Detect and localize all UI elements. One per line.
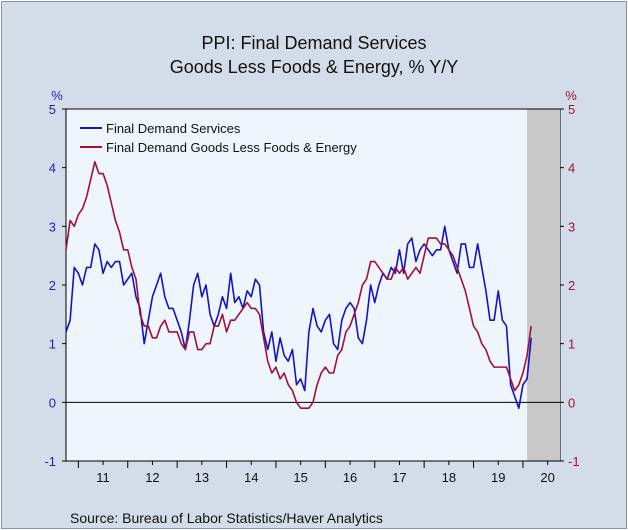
series-line-goods-less-foods-energy [65,161,532,410]
x-tick-label: 11 [96,470,110,485]
x-tick-label: 17 [392,470,406,485]
x-tick-label: 12 [145,470,159,485]
x-tick-label: 19 [491,470,505,485]
left-y-tick-label: 1 [49,337,56,352]
x-tick-label: 15 [293,470,307,485]
x-tick-label: 16 [343,470,357,485]
left-y-tick-label: 0 [49,395,56,410]
left-y-tick-label: 3 [49,219,56,234]
legend-label-services: Final Demand Services [106,121,241,136]
left-axis-unit: % [51,88,63,103]
source-note: Source: Bureau of Labor Statistics/Haver… [70,510,383,526]
left-y-tick-label: 2 [49,278,56,293]
chart-title-line-1: PPI: Final Demand Services [201,33,426,53]
plot-area [65,108,561,462]
right-y-tick-label: -1 [568,454,580,469]
series-line-final-demand-services [65,225,532,410]
legend-label-goods: Final Demand Goods Less Foods & Energy [106,140,357,155]
right-y-tick-label: 5 [568,102,575,117]
right-y-tick-label: 1 [568,337,575,352]
x-tick-label: 18 [442,470,456,485]
x-tick-label: 14 [244,470,258,485]
right-y-tick-label: 4 [568,161,575,176]
legend: Final Demand Services Final Demand Goods… [80,121,357,155]
right-y-tick-label: 2 [568,278,575,293]
recession-shading [527,109,560,461]
right-axis-unit: % [565,88,577,103]
chart-title-line-2: Goods Less Foods & Energy, % Y/Y [170,57,458,77]
left-y-tick-label: -1 [44,454,56,469]
right-y-tick-label: 3 [568,219,575,234]
x-tick-label: 20 [540,470,554,485]
left-y-tick-label: 5 [49,102,56,117]
left-y-tick-label: 4 [49,161,56,176]
x-tick-label: 13 [195,470,209,485]
right-y-tick-label: 0 [568,395,575,410]
